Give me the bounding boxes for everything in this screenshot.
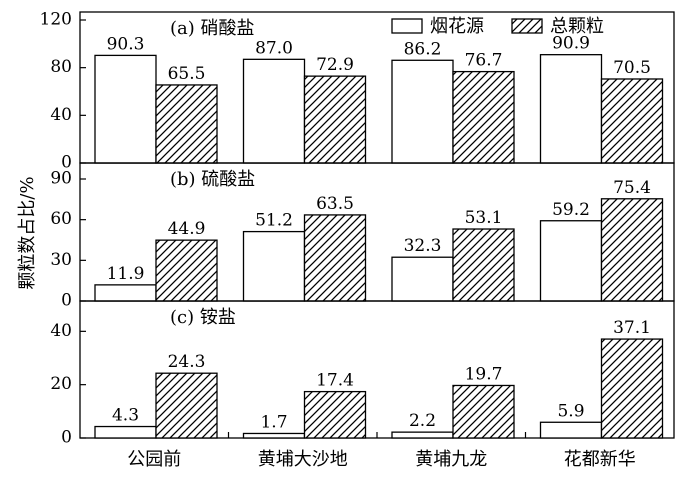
bar-value-label: 70.5 bbox=[613, 58, 651, 78]
panel-2: 0 30 60 90 11.9 51.2 32.3 59.2 44.9 63.5 53.1 75.4 (… bbox=[50, 162, 675, 311]
y-tick-label: 60 bbox=[50, 209, 72, 229]
bar-fireworks bbox=[242, 58, 306, 164]
category-label: 黄埔大沙地 bbox=[258, 449, 348, 470]
y-tick-label: 80 bbox=[50, 57, 72, 77]
bar-value-label: 90.9 bbox=[552, 34, 590, 54]
bar-fireworks bbox=[94, 284, 157, 302]
panel-1: 0 40 80 120 90.3 87.0 86.2 90.9 65.5 72.9 76.7 70.5… bbox=[40, 10, 675, 173]
legend-label-total: 总颗粒 bbox=[550, 16, 604, 37]
legend-label-fireworks: 烟花源 bbox=[430, 16, 484, 37]
bar-value-label: 51.2 bbox=[255, 211, 293, 231]
bar-fireworks bbox=[539, 421, 603, 439]
bar-total bbox=[600, 198, 664, 302]
bar-total bbox=[452, 228, 515, 302]
y-tick-label: 90 bbox=[50, 169, 72, 189]
bar-total bbox=[303, 75, 367, 164]
y-tick-label: 0 bbox=[61, 428, 72, 448]
bar-value-label: 32.3 bbox=[404, 236, 442, 256]
bar-value-label: 24.3 bbox=[168, 352, 206, 372]
bar-value-label: 5.9 bbox=[557, 401, 584, 421]
panel-3: 0 20 40 4.3 1.7 2.2 5.9 24.3 17.4 19.7 37.1 (c) 铵盐 bbox=[50, 300, 675, 448]
bar-value-label: 4.3 bbox=[112, 406, 139, 426]
bar-total bbox=[600, 78, 664, 164]
category-label: 黄埔九龙 bbox=[415, 449, 487, 470]
legend-swatch-total bbox=[511, 18, 543, 34]
bar-value-label: 75.4 bbox=[613, 178, 651, 198]
category-axis-labels: 公园前 黄埔大沙地 黄埔九龙 花都新华 bbox=[127, 449, 636, 470]
bar-value-label: 44.9 bbox=[168, 219, 206, 239]
bar-total bbox=[303, 214, 367, 302]
bar-fireworks bbox=[391, 59, 454, 164]
bar-value-label: 1.7 bbox=[260, 412, 287, 432]
panels: 0 40 80 120 90.3 87.0 86.2 90.9 65.5 72.9 76.7 70.5… bbox=[40, 10, 675, 448]
category-label: 花都新华 bbox=[564, 449, 636, 470]
bar-total bbox=[155, 84, 218, 164]
panel-title: (b) 硫酸盐 bbox=[170, 169, 255, 190]
bar-fireworks bbox=[94, 54, 157, 164]
bar-value-label: 87.0 bbox=[255, 38, 293, 58]
y-tick-label: 40 bbox=[50, 321, 72, 341]
bar-value-label: 90.3 bbox=[107, 34, 145, 54]
bar-value-label: 63.5 bbox=[316, 194, 354, 214]
bar-fireworks bbox=[391, 256, 454, 302]
bar-fireworks bbox=[242, 230, 306, 302]
category-label: 公园前 bbox=[127, 449, 181, 470]
y-tick-label: 20 bbox=[50, 374, 72, 394]
bar-value-label: 19.7 bbox=[465, 364, 503, 384]
bar-value-label: 53.1 bbox=[465, 208, 503, 228]
panel-title: (c) 铵盐 bbox=[170, 307, 236, 328]
bar-total bbox=[600, 338, 664, 439]
y-axis-label: 颗粒数占比/% bbox=[17, 176, 38, 289]
bar-fireworks bbox=[391, 431, 454, 439]
bar-value-label: 17.4 bbox=[316, 371, 354, 391]
bar-total bbox=[155, 239, 218, 302]
bar-value-label: 11.9 bbox=[107, 264, 145, 284]
bar-total bbox=[303, 390, 367, 439]
bar-total bbox=[452, 70, 515, 164]
bar-fireworks bbox=[94, 425, 157, 439]
bar-total bbox=[452, 384, 515, 439]
bar-value-label: 65.5 bbox=[168, 64, 206, 84]
y-tick-label: 0 bbox=[61, 153, 72, 173]
bar-value-label: 37.1 bbox=[613, 318, 651, 338]
bar-value-label: 76.7 bbox=[465, 51, 503, 71]
bar-fireworks bbox=[539, 220, 603, 302]
bar-value-label: 59.2 bbox=[552, 200, 590, 220]
legend-swatch-fireworks bbox=[391, 18, 423, 34]
bar-value-label: 2.2 bbox=[409, 411, 436, 431]
y-tick-label: 0 bbox=[61, 291, 72, 311]
bar-value-label: 86.2 bbox=[404, 39, 442, 59]
y-tick-label: 120 bbox=[40, 10, 72, 30]
y-tick-label: 40 bbox=[50, 105, 72, 125]
bar-total bbox=[155, 372, 218, 439]
panel-title: (a) 硝酸盐 bbox=[170, 18, 255, 39]
legend: 烟花源 总颗粒 bbox=[391, 16, 604, 37]
bar-fireworks bbox=[242, 432, 306, 439]
y-tick-label: 30 bbox=[50, 250, 72, 270]
bar-value-label: 72.9 bbox=[316, 55, 354, 75]
bar-fireworks bbox=[539, 54, 603, 164]
